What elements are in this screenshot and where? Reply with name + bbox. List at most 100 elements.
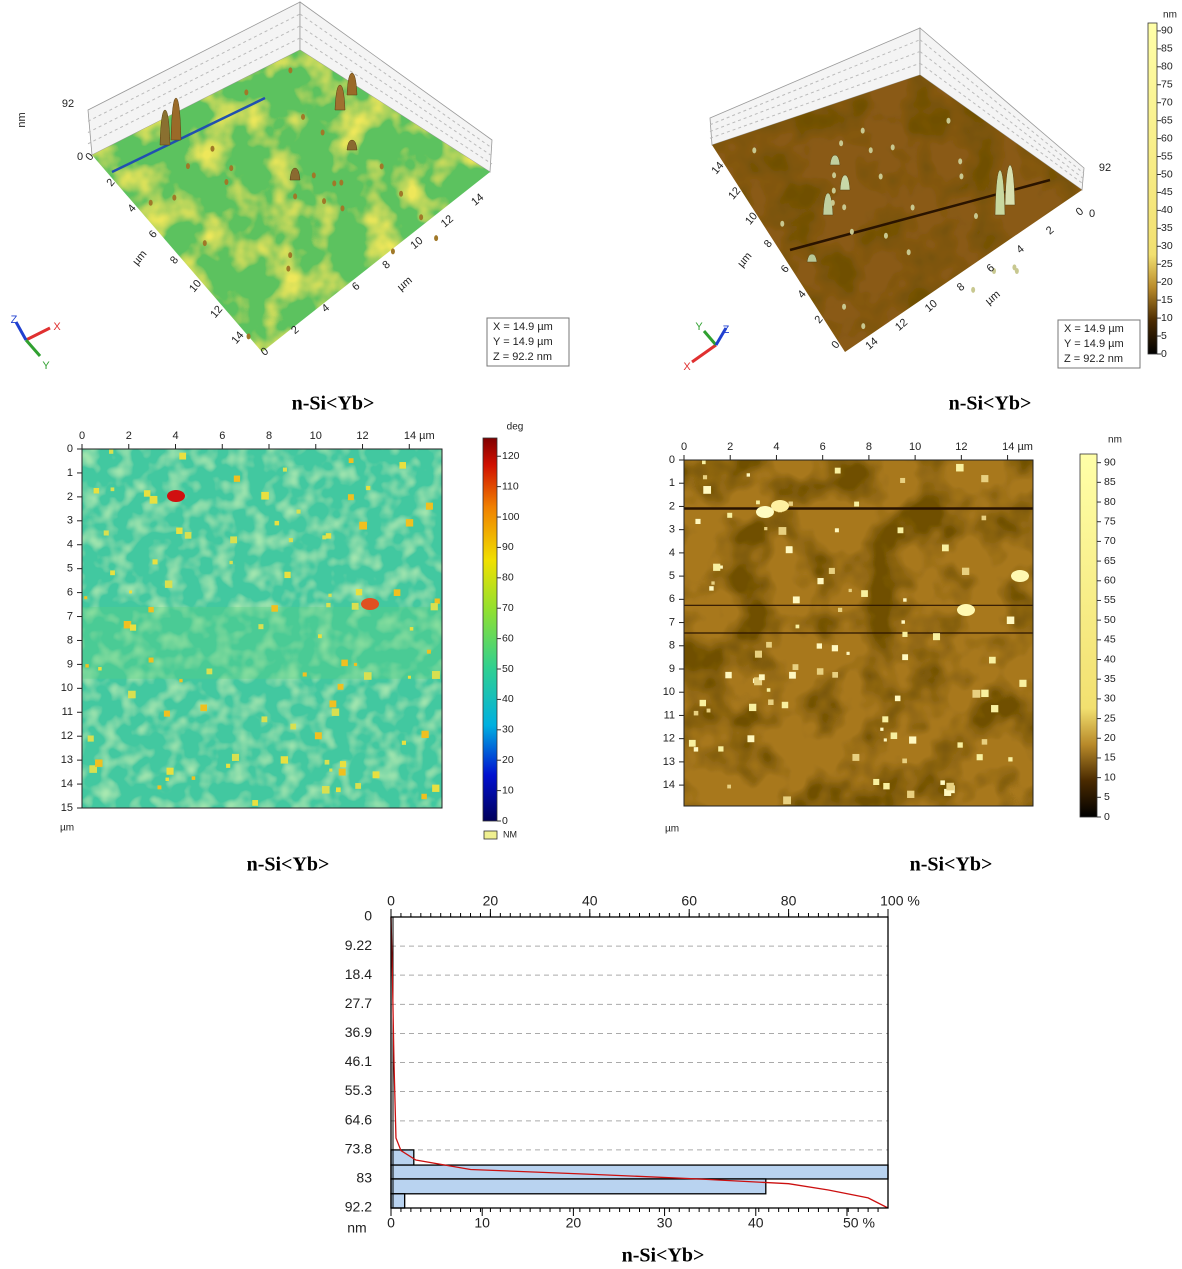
grain xyxy=(711,581,714,584)
bump xyxy=(907,249,911,255)
x-tick-label: 2 xyxy=(126,430,132,442)
bump xyxy=(974,213,978,219)
grain xyxy=(981,690,988,697)
grain xyxy=(817,578,823,584)
bump xyxy=(946,118,950,124)
grain xyxy=(832,645,838,651)
grain xyxy=(234,476,240,482)
bump xyxy=(244,89,248,95)
y-tick-label: 7 xyxy=(669,616,675,628)
grain xyxy=(373,771,380,778)
y-tick-label: 4 xyxy=(669,547,675,559)
y-axis-label: nm xyxy=(347,1220,366,1236)
grain xyxy=(829,568,835,574)
bump xyxy=(224,179,228,185)
info-line: X = 14.9 µm xyxy=(1064,323,1124,335)
x2-tick-label: 20 xyxy=(483,893,499,909)
y-tick-label: 15 xyxy=(61,802,73,814)
grain xyxy=(322,535,326,539)
grain xyxy=(817,643,822,648)
triad-label: Z xyxy=(723,324,730,336)
colorbar-label: 110 xyxy=(502,480,519,492)
bump xyxy=(434,235,438,241)
bump xyxy=(186,163,190,169)
y-tick-label: 12 xyxy=(663,733,675,745)
colorbar-label: 60 xyxy=(1161,132,1173,144)
colorbar-label: 80 xyxy=(502,572,514,584)
grain xyxy=(94,488,99,493)
panels: 0246810121402468101214092µmµmnmX = 14.9 … xyxy=(11,2,1177,1267)
grain xyxy=(880,728,883,731)
x-tick-label: 2 xyxy=(289,324,301,337)
grain xyxy=(854,502,859,507)
grain xyxy=(338,684,344,690)
grain xyxy=(339,769,346,776)
y-tick-label: 5 xyxy=(67,563,73,575)
grain xyxy=(206,669,212,675)
grain xyxy=(835,468,841,474)
x-tick-label: 0 xyxy=(259,345,271,358)
grain xyxy=(783,796,791,804)
grain xyxy=(846,652,849,655)
grain xyxy=(289,538,293,542)
grain xyxy=(982,516,987,521)
grain xyxy=(158,785,162,789)
grain xyxy=(435,598,440,603)
grain xyxy=(165,580,172,587)
grain xyxy=(303,672,307,676)
bump xyxy=(971,287,975,293)
grain xyxy=(271,605,278,612)
caption: n-Si<Yb> xyxy=(910,854,993,876)
colorbar-label: 50 xyxy=(1161,168,1173,180)
grain xyxy=(110,570,115,575)
bar xyxy=(391,1179,766,1194)
grain xyxy=(766,642,772,648)
x2-tick-label: 0 xyxy=(387,893,395,909)
grain xyxy=(902,759,907,764)
x-tick-label: 14 µm xyxy=(404,430,435,442)
colorbar-label: 40 xyxy=(1104,653,1116,665)
y-unit: µm xyxy=(130,248,149,268)
bump xyxy=(321,130,325,136)
grain xyxy=(326,533,331,538)
grain xyxy=(817,668,824,675)
grain xyxy=(849,589,852,592)
y-tick-label: 0 xyxy=(669,454,675,466)
y-tick-label: 3 xyxy=(67,515,73,527)
grain xyxy=(421,731,428,738)
info-line: Z = 92.2 nm xyxy=(1064,353,1123,365)
grain xyxy=(349,458,354,463)
y-tick-label: 55.3 xyxy=(345,1082,372,1098)
grain xyxy=(713,564,720,571)
bump xyxy=(861,128,865,134)
x-tick-label: 8 xyxy=(866,441,872,453)
colorbar-label: 75 xyxy=(1104,515,1116,527)
x-tick-label: 0 xyxy=(681,441,687,453)
bump xyxy=(288,252,292,258)
info-line: X = 14.9 µm xyxy=(493,321,553,333)
x-tick-label: 8 xyxy=(266,430,272,442)
x-tick-label: 12 xyxy=(893,317,910,334)
grain xyxy=(991,705,998,712)
colorbar-label: 45 xyxy=(1161,186,1173,198)
x-tick-label: 20 xyxy=(566,1215,582,1231)
x-tick-label: 2 xyxy=(727,441,733,453)
bump xyxy=(286,266,290,272)
grain xyxy=(98,667,102,671)
y-tick-label: 8 xyxy=(168,254,181,266)
x-tick-label: 6 xyxy=(820,441,826,453)
x-tick-label: 6 xyxy=(219,430,225,442)
colorbar-unit: nm xyxy=(1163,10,1177,21)
triad-arrow xyxy=(704,331,716,345)
grain xyxy=(352,603,359,610)
grain xyxy=(185,532,192,539)
grain xyxy=(898,527,904,533)
grain xyxy=(1008,757,1012,761)
bump xyxy=(842,204,846,210)
colorbar-label: 10 xyxy=(1161,312,1173,324)
x-tick-label: 8 xyxy=(955,281,967,294)
y-tick-label: 11 xyxy=(664,709,675,721)
image-band xyxy=(82,607,442,679)
grain xyxy=(962,568,969,575)
grain xyxy=(689,740,696,747)
